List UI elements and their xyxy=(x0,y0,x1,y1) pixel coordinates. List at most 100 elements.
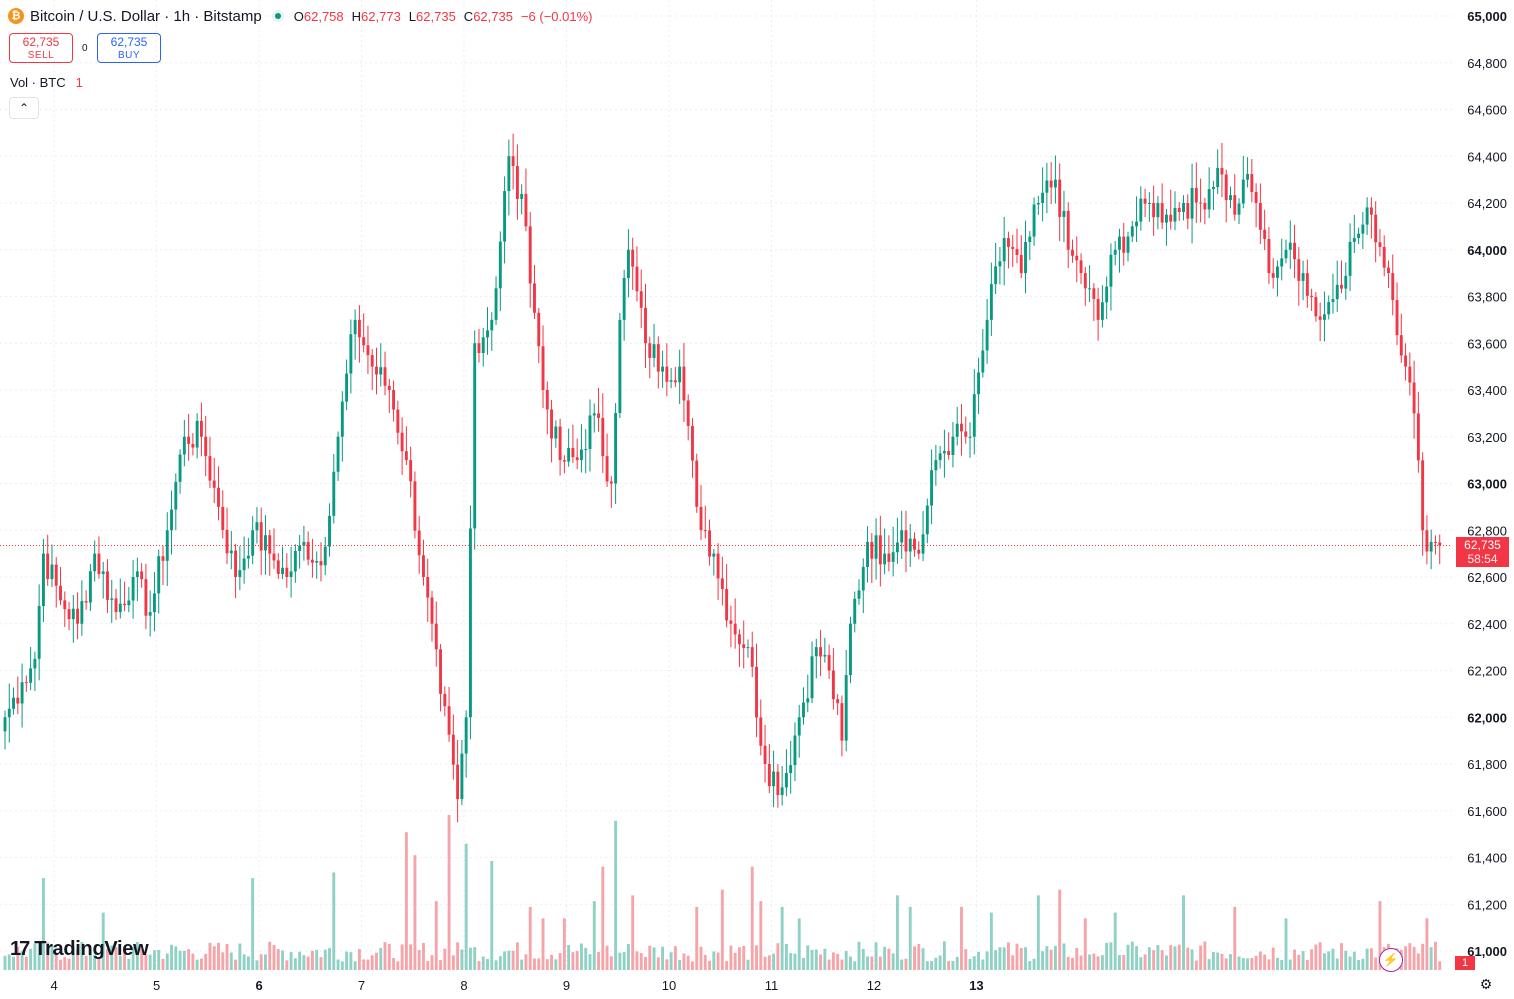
volume-bar xyxy=(819,954,823,970)
candle-body xyxy=(1438,542,1442,546)
volume-bar xyxy=(541,918,545,970)
y-tick-label: 61,000 xyxy=(1467,944,1507,959)
symbol-title[interactable]: Bitcoin / U.S. Dollar · 1h · Bitstamp xyxy=(30,7,262,25)
candle-body xyxy=(1007,238,1010,247)
volume-bar xyxy=(691,961,694,970)
candle-body xyxy=(755,666,758,718)
volume-bar xyxy=(362,959,366,970)
candle-body xyxy=(1062,210,1066,217)
volume-bar xyxy=(225,944,229,970)
candle-body xyxy=(1015,248,1019,255)
candle-body xyxy=(1109,254,1113,287)
candle-body xyxy=(41,553,45,607)
volume-bar xyxy=(626,943,630,970)
candle-body xyxy=(1301,273,1305,281)
candle-body xyxy=(1434,541,1437,543)
candle-body xyxy=(558,426,562,461)
candle-body xyxy=(490,319,494,331)
volume-bar xyxy=(605,945,609,970)
volume-bar xyxy=(1434,941,1437,970)
time-axis[interactable]: 4 5 6 7 8 9 10 11 12 13 xyxy=(50,978,983,993)
candle-body xyxy=(439,649,442,694)
candle-body xyxy=(618,319,622,413)
volume-bar xyxy=(1237,956,1241,970)
volume-bar xyxy=(789,953,793,970)
volume-bar xyxy=(319,957,323,970)
candle-body xyxy=(989,284,993,320)
market-open-icon xyxy=(271,10,284,22)
candle-body xyxy=(1071,249,1074,256)
volume-bar xyxy=(16,946,20,970)
candle-body xyxy=(323,546,327,566)
volume-bar xyxy=(353,961,357,970)
volume-bar xyxy=(951,960,955,970)
volume-bar xyxy=(118,955,122,970)
volume-bar xyxy=(985,951,989,970)
candle-body xyxy=(550,409,554,439)
candle-body xyxy=(802,702,805,718)
x-tick-label: 9 xyxy=(563,978,570,993)
volume-bar xyxy=(567,944,571,970)
symbol-header[interactable]: ₿ Bitcoin / U.S. Dollar · 1h · Bitstamp … xyxy=(8,6,593,26)
volume-bar xyxy=(1122,955,1126,970)
candle-body xyxy=(853,598,857,624)
candle-body xyxy=(1318,316,1322,320)
volume-bar xyxy=(746,959,750,970)
candle-body xyxy=(1160,203,1164,223)
candle-body xyxy=(426,577,430,598)
volume-legend[interactable]: Vol · BTC 1 xyxy=(10,75,83,90)
volume-bar xyxy=(12,956,15,970)
candle-body xyxy=(759,717,763,746)
volume-bar xyxy=(588,954,592,970)
candle-body xyxy=(921,534,925,554)
volume-bar xyxy=(383,942,387,970)
candle-body xyxy=(814,647,818,657)
volume-bar xyxy=(592,901,596,970)
candle-body xyxy=(357,319,361,338)
settings-gear-icon[interactable]: ⚙ xyxy=(1479,975,1493,992)
volume-bar xyxy=(477,961,481,970)
volume-bar xyxy=(298,951,302,970)
candle-body xyxy=(80,601,84,624)
tradingview-logo[interactable]: 17 TradingView xyxy=(10,938,149,961)
volume-bar xyxy=(29,948,33,970)
collapse-legend-button[interactable]: ⌃ xyxy=(9,97,39,119)
volume-bar xyxy=(930,961,934,970)
candle-body xyxy=(994,266,998,285)
volume-bar xyxy=(473,947,477,970)
volume-bar xyxy=(1361,958,1365,970)
sell-button[interactable]: 62,735 SELL xyxy=(9,33,73,63)
candle-body xyxy=(733,623,737,635)
candle-body xyxy=(272,553,276,561)
candle-body xyxy=(127,600,131,606)
y-tick-label: 64,200 xyxy=(1467,196,1507,211)
volume-bar xyxy=(729,945,733,970)
candle-body xyxy=(1310,295,1314,297)
volume-bar xyxy=(127,958,131,970)
candle-body xyxy=(217,487,220,507)
candle-body xyxy=(221,506,225,530)
volume-bar xyxy=(157,949,161,970)
price-axis[interactable]: 65,000 64,800 64,600 64,400 64,200 64,000 63,8… xyxy=(1467,9,1507,959)
candle-body xyxy=(319,561,323,566)
volume-bar xyxy=(767,955,771,970)
candle-body xyxy=(191,443,195,448)
lightning-icon[interactable]: ⚡ xyxy=(1379,948,1403,972)
candle-body xyxy=(1322,314,1326,320)
buy-button[interactable]: 62,735 BUY xyxy=(97,33,161,63)
volume-bar xyxy=(861,948,865,970)
volume-bar xyxy=(686,955,690,970)
volume-bar xyxy=(977,951,981,970)
volume-bar xyxy=(217,942,220,970)
candle-body xyxy=(784,773,788,788)
open-label: O xyxy=(293,8,304,24)
candle-body xyxy=(366,345,370,356)
volume-bar xyxy=(106,948,109,970)
candle-body xyxy=(404,451,408,461)
candle-body xyxy=(942,451,946,454)
volume-bar xyxy=(486,958,489,970)
candle-body xyxy=(468,528,472,718)
volume-bar xyxy=(285,960,289,970)
x-tick-label: 11 xyxy=(765,978,779,993)
